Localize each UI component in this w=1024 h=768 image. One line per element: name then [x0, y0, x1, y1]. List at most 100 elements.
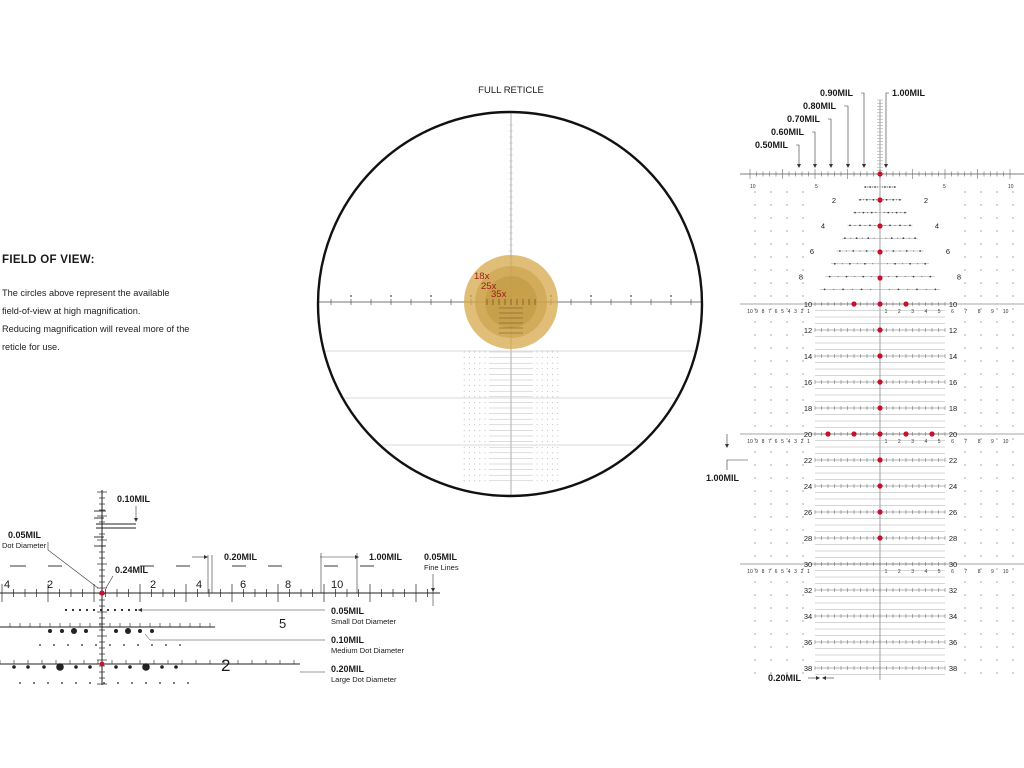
grid-dot-right: [996, 555, 998, 557]
grid-dot-left: [770, 360, 772, 362]
grid-dot-left: [770, 659, 772, 661]
scope-grid-dot: [541, 446, 543, 448]
ladder-label-right: 38: [949, 664, 957, 673]
grid-dot-left: [802, 490, 804, 492]
upper-ladder-dot: [867, 237, 870, 240]
grid-dot-right: [1012, 529, 1014, 531]
upper-ladder-dot: [886, 250, 888, 252]
grid-dot-left: [802, 256, 804, 258]
grid-dot-left: [802, 503, 804, 505]
grid-dot-right: [996, 399, 998, 401]
scope-grid-dot: [468, 429, 470, 431]
scope-grid-dot: [484, 424, 486, 426]
grid-dot-right: [964, 594, 966, 596]
scope-grid-dot: [468, 480, 470, 482]
upper-ladder-dot: [874, 224, 876, 226]
scope-grid-dot: [463, 429, 465, 431]
scope-grid-dot: [463, 424, 465, 426]
scope-grid-dot: [536, 474, 538, 476]
small-dot: [113, 608, 117, 612]
grid-dot-right: [1012, 516, 1014, 518]
grid-dot-left: [802, 386, 804, 388]
grid-dot-right: [1012, 464, 1014, 466]
grid-dot-left: [786, 594, 788, 596]
grid-dot-left: [802, 243, 804, 245]
grid-dot-left: [786, 633, 788, 635]
grid-dot-right: [1012, 399, 1014, 401]
grid-dot-left: [786, 568, 788, 570]
callout-0-10mil: 0.10MIL: [117, 494, 151, 504]
grid-dot-left: [754, 347, 756, 349]
grid-dot-right: [1012, 646, 1014, 648]
scope-grid-dot: [474, 452, 476, 454]
red-aimpoint: [877, 535, 883, 541]
red-aimpoint: [877, 301, 883, 307]
grid-dot-left: [802, 477, 804, 479]
large-small-dot: [117, 682, 119, 684]
grid-dot-right: [996, 490, 998, 492]
grid-dot-left: [802, 269, 804, 271]
upper-ladder-dot: [899, 250, 901, 252]
side-number: 4: [925, 309, 928, 315]
scope-grid-dot: [552, 463, 554, 465]
upper-ladder-dot: [842, 288, 844, 291]
grid-dot-right: [964, 399, 966, 401]
grid-dot-left: [770, 243, 772, 245]
grid-dot-left: [786, 659, 788, 661]
upper-ladder-dot: [854, 224, 856, 226]
large-dot: [160, 665, 164, 669]
grid-dot-left: [754, 633, 756, 635]
side-number: 6: [951, 569, 954, 575]
ladder-label-left: 14: [804, 352, 812, 361]
grid-dot-left: [754, 542, 756, 544]
side-number: 2: [801, 309, 804, 315]
grid-dot-left: [802, 672, 804, 674]
small-dot: [106, 608, 110, 612]
scope-grid-dot: [468, 474, 470, 476]
grid-dot-right: [1012, 568, 1014, 570]
side-number: 6: [775, 439, 778, 445]
red-aimpoint: [877, 275, 883, 281]
large-dot: [88, 665, 92, 669]
scope-grid-dot: [468, 351, 470, 353]
scope-grid-dot: [552, 429, 554, 431]
red-aimpoint: [851, 301, 857, 307]
upper-ladder-dot: [891, 186, 893, 188]
scope-grid-dot: [474, 418, 476, 420]
grid-dot-right: [996, 503, 998, 505]
scope-grid-dot: [536, 379, 538, 381]
upper-ladder-dot: [872, 250, 874, 252]
large-dot: [26, 665, 30, 669]
grid-dot-right: [996, 542, 998, 544]
side-number: 1: [807, 309, 810, 315]
grid-dot-left: [786, 451, 788, 453]
scope-grid-dot: [484, 441, 486, 443]
scope-grid-dot: [479, 357, 481, 359]
upper-ladder-dot: [889, 224, 891, 227]
scope-grid-dot: [536, 469, 538, 471]
grid-dot-left: [770, 568, 772, 570]
scope-grid-dot: [546, 457, 548, 459]
scope-grid-dot: [463, 401, 465, 403]
upper-ladder-dot: [909, 262, 912, 265]
scope-grid-dot: [552, 469, 554, 471]
scope-grid-dot: [468, 373, 470, 375]
scope-grid-dot: [484, 435, 486, 437]
upper-ladder-dot: [854, 276, 856, 278]
scope-grid-dot: [463, 368, 465, 370]
scope-grid-dot: [463, 480, 465, 482]
ladder-label-left: 26: [804, 508, 812, 517]
grid-dot-right: [964, 191, 966, 193]
grid-dot-left: [802, 308, 804, 310]
medium-dot: [125, 628, 131, 634]
side-number: 7: [964, 439, 967, 445]
scope-grid-dot: [479, 452, 481, 454]
grid-dot-left: [786, 347, 788, 349]
scope-grid-dot: [468, 401, 470, 403]
red-aimpoint: [903, 301, 909, 307]
scope-grid-dot: [546, 373, 548, 375]
grid-dot-right: [1012, 425, 1014, 427]
scope-grid-dot: [536, 446, 538, 448]
upper-ladder-dot: [872, 186, 874, 188]
scope-grid-dot: [546, 413, 548, 415]
